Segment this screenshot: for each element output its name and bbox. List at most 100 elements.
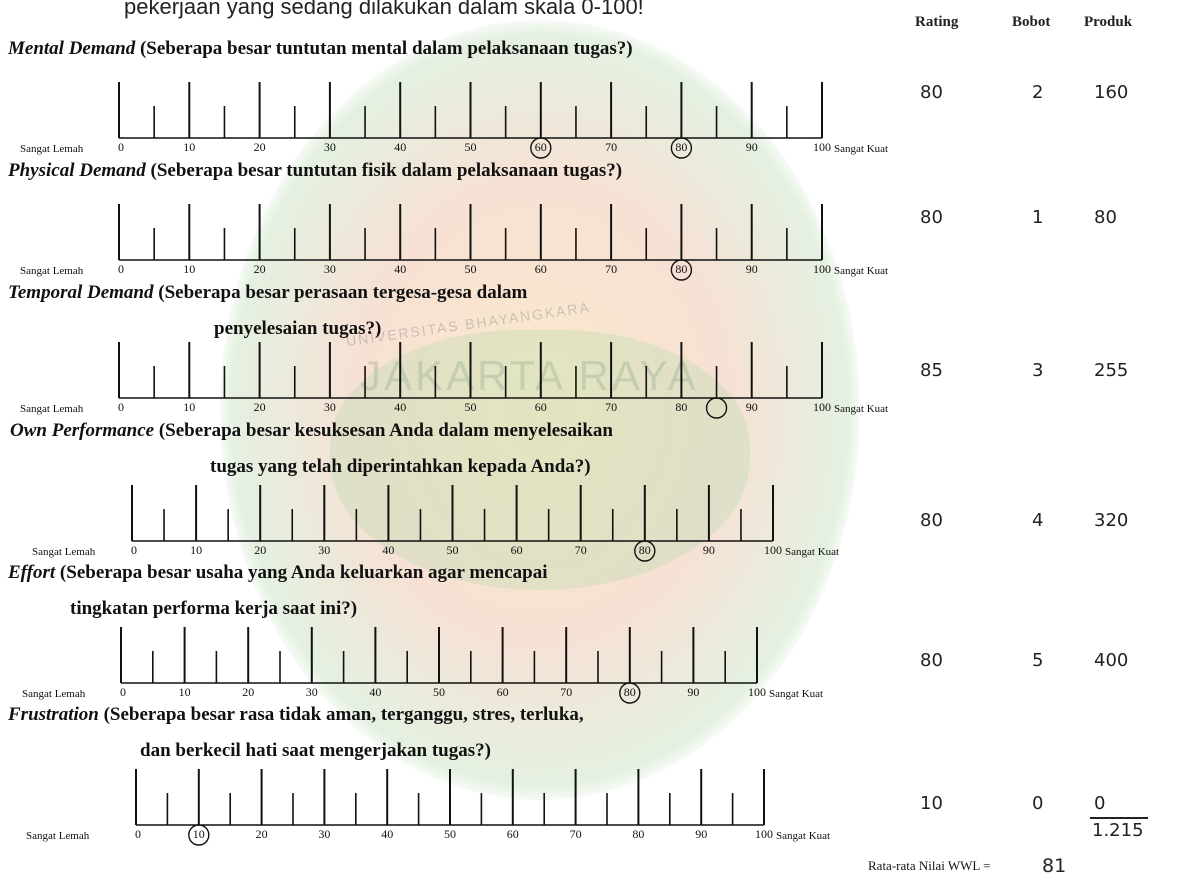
average-value: 81	[1042, 855, 1067, 877]
scale-tick-label: 40	[394, 262, 407, 276]
handwritten-bobot: 2	[1032, 82, 1044, 103]
scale-tick-label: 0	[120, 685, 126, 699]
scale-tick-label: 100	[764, 543, 782, 557]
question-term: Own Performance	[10, 420, 155, 441]
rating-scale	[118, 342, 823, 419]
scale-tick-label: 10	[183, 140, 196, 154]
handwritten-rating: 10	[920, 793, 943, 814]
scale-tick-label: 90	[687, 685, 700, 699]
question-text-continued: dan berkecil hati saat mengerjakan tugas…	[140, 740, 491, 761]
scale-tick-label: 80	[632, 827, 645, 841]
scale-tick-label: 60	[534, 400, 547, 414]
question-text: (Seberapa besar perasaan tergesa-gesa da…	[153, 282, 528, 303]
scale-left-label: Sangat Lemah	[32, 546, 96, 558]
scale-tick-label: 90	[745, 400, 758, 414]
scale-left-label: Sangat Lemah	[20, 403, 84, 415]
scale-tick-label: 50	[444, 827, 456, 841]
scale-right-label: Sangat Kuat	[834, 143, 889, 155]
question-title: Own Performance (Seberapa besar kesukses…	[10, 420, 613, 442]
scale-tick-label: 60	[534, 262, 547, 276]
scale-tick-label: 50	[446, 543, 459, 557]
scale-tick-label: 90	[702, 543, 715, 557]
handwritten-produk: 255	[1094, 360, 1129, 381]
scale-tick-label: 10	[183, 400, 196, 414]
scale-tick-label: 10	[178, 685, 191, 699]
question-term: Frustration	[8, 704, 99, 725]
scale-tick-label: 50	[464, 400, 477, 414]
question-text: (Seberapa besar kesuksesan Anda dalam me…	[154, 420, 613, 441]
scale-tick-label: 100	[813, 262, 831, 276]
scale-tick-label: 80	[638, 543, 651, 557]
handwritten-produk: 400	[1094, 650, 1129, 671]
university-watermark	[220, 20, 860, 800]
watermark-text: JAKARTA RAYA	[360, 352, 699, 399]
scale-tick-label: 70	[560, 685, 573, 699]
selected-value-circle	[619, 682, 641, 704]
question-term: Physical Demand	[8, 160, 146, 181]
column-header-produk: Produk	[1084, 14, 1133, 30]
question-term: Temporal Demand	[8, 282, 154, 303]
scale-tick-label: 0	[118, 400, 124, 414]
handwritten-produk: 80	[1094, 207, 1117, 228]
scale-tick-label: 30	[305, 685, 318, 699]
scale-right-label: Sangat Kuat	[834, 403, 889, 415]
scale-tick-label: 70	[605, 400, 618, 414]
scale-tick-label: 70	[574, 543, 587, 557]
selected-value-circle	[188, 824, 210, 846]
handwritten-bobot: 0	[1032, 793, 1044, 814]
scale-tick-label: 70	[605, 262, 618, 276]
scale-tick-label: 0	[118, 262, 124, 276]
scale-left-label: Sangat Lemah	[20, 143, 84, 155]
handwritten-bobot: 1	[1032, 207, 1044, 228]
handwritten-bobot: 3	[1032, 360, 1044, 381]
scale-tick-label: 70	[605, 140, 618, 154]
scale-tick-label: 40	[394, 400, 407, 414]
scale-right-label: Sangat Kuat	[785, 546, 840, 558]
question-text: (Seberapa besar tuntutan mental dalam pe…	[135, 38, 633, 59]
selected-value-circle	[530, 137, 552, 159]
rating-scale	[118, 82, 823, 159]
question-term: Effort	[8, 562, 56, 583]
scale-tick-label: 30	[323, 400, 336, 414]
column-header-rating: Rating	[915, 14, 959, 30]
scale-tick-label: 40	[369, 685, 382, 699]
total-produk: 1.215	[1092, 820, 1144, 841]
question-text: (Seberapa besar tuntutan fisik dalam pel…	[145, 160, 623, 181]
scale-tick-label: 20	[242, 685, 255, 699]
scale-tick-label: 20	[254, 543, 267, 557]
scale-tick-label: 80	[623, 685, 636, 699]
scale-tick-label: 0	[131, 543, 137, 557]
scale-tick-label: 70	[569, 827, 582, 841]
scale-left-label: Sangat Lemah	[22, 688, 86, 700]
question-text: (Seberapa besar usaha yang Anda keluarka…	[55, 562, 548, 583]
rating-scale	[131, 485, 774, 562]
column-header-bobot: Bobot	[1012, 14, 1051, 30]
scale-tick-label: 90	[745, 140, 758, 154]
scale-tick-label: 30	[323, 140, 336, 154]
scale-tick-label: 100	[748, 685, 766, 699]
scale-tick-label: 90	[745, 262, 758, 276]
scale-tick-label: 0	[118, 140, 124, 154]
scale-tick-label: 100	[813, 400, 831, 414]
scale-tick-label: 50	[433, 685, 445, 699]
handwritten-rating: 85	[920, 360, 943, 381]
question-title: Mental Demand (Seberapa besar tuntutan m…	[8, 38, 633, 60]
scale-tick-label: 80	[675, 400, 688, 414]
rating-scale	[118, 204, 823, 281]
handwritten-produk: 0	[1094, 793, 1106, 814]
scale-tick-label: 40	[382, 543, 395, 557]
handwritten-rating: 80	[920, 82, 943, 103]
scale-tick-label: 60	[534, 140, 547, 154]
scale-tick-label: 30	[323, 262, 336, 276]
scale-tick-label: 80	[675, 262, 688, 276]
scale-left-label: Sangat Lemah	[26, 830, 90, 842]
handwritten-produk: 160	[1094, 82, 1129, 103]
rating-scale	[135, 769, 765, 846]
scale-tick-label: 10	[183, 262, 196, 276]
handwritten-rating: 80	[920, 650, 943, 671]
question-text-continued: penyelesaian tugas?)	[214, 318, 382, 339]
scale-right-label: Sangat Kuat	[834, 265, 889, 277]
scale-tick-label: 30	[318, 543, 331, 557]
question-title: Temporal Demand (Seberapa besar perasaan…	[8, 282, 527, 304]
scale-tick-label: 20	[253, 400, 266, 414]
